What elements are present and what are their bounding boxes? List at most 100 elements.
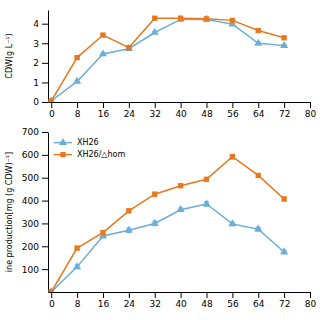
tick-label: 64 (253, 109, 265, 119)
error-bar (230, 154, 235, 159)
tick-label: 8 (75, 109, 81, 119)
tick: 40 (175, 102, 187, 119)
tick-mark (310, 102, 311, 108)
point (177, 205, 185, 212)
point (152, 16, 157, 21)
tick-label: 48 (201, 299, 213, 309)
point (73, 77, 81, 84)
tick: 8 (75, 292, 81, 309)
tick-mark (42, 132, 48, 133)
tick: 56 (227, 292, 239, 309)
tick-mark (42, 201, 48, 202)
point (256, 173, 261, 178)
tick: 0 (33, 97, 48, 107)
point (230, 154, 235, 159)
point (126, 45, 131, 50)
legend-label: XH26 (77, 138, 99, 147)
tick-mark (42, 43, 48, 44)
point (74, 245, 79, 250)
tick-label: 56 (227, 299, 239, 309)
tick-label: 16 (98, 299, 110, 309)
tick: 1 (33, 78, 48, 88)
line (51, 18, 284, 101)
tick-label: 0 (49, 109, 55, 119)
tick: 0 (49, 102, 55, 119)
tick-mark (51, 292, 52, 298)
point (228, 219, 236, 226)
tick: 8 (75, 102, 81, 119)
tick: 2 (33, 58, 48, 68)
tick-mark (206, 102, 207, 108)
y-axis-line (48, 133, 49, 293)
panel: 0816243240485664728010020030040050060070… (5, 127, 316, 309)
tick-mark (258, 292, 259, 298)
tick: 32 (150, 102, 161, 119)
tick-mark (42, 24, 48, 25)
tick-mark (103, 102, 104, 108)
tick-mark (181, 102, 182, 108)
tick: 56 (227, 102, 239, 119)
tick: 16 (98, 102, 110, 119)
tick: 400 (22, 196, 48, 206)
tick: 4 (33, 19, 48, 29)
tick-label: 56 (227, 109, 239, 119)
chart: 0816243240485664728001234CDW(g L⁻¹)08162… (0, 0, 320, 320)
point (281, 35, 286, 40)
tick: 3 (33, 39, 48, 49)
tick: 100 (22, 265, 48, 275)
legend: XH26 XH26/△hom (54, 138, 125, 159)
tick: 80 (305, 102, 317, 119)
tick: 700 (22, 127, 48, 137)
tick-mark (42, 155, 48, 156)
y-axis: 0 1 2 3 4 (33, 11, 48, 108)
tick-label: 2 (33, 58, 39, 68)
tick-label: 500 (22, 173, 39, 183)
plot-area (48, 154, 288, 292)
y-axis: 100200300400500600700 (22, 127, 49, 292)
tick-mark (103, 292, 104, 298)
tick: 40 (175, 292, 187, 309)
tick: 48 (201, 102, 213, 119)
tick-mark (232, 102, 233, 108)
tick-mark (42, 82, 48, 83)
point (99, 49, 107, 56)
x-axis: 08162432404856647280 (49, 292, 317, 309)
error-bar (178, 184, 183, 188)
tick-label: 72 (279, 299, 290, 309)
series (48, 199, 288, 292)
tick-label: 72 (279, 109, 290, 119)
legend-symbol (60, 152, 65, 157)
tick-mark (129, 292, 130, 298)
point (230, 18, 235, 23)
x-axis-line (49, 102, 311, 103)
point (151, 219, 159, 226)
point (254, 39, 262, 46)
tick-label: 0 (49, 299, 55, 309)
tick-label: 100 (22, 265, 39, 275)
point (100, 230, 105, 235)
tick: 16 (98, 292, 110, 309)
legend-item: XH26 (54, 138, 99, 147)
tick: 600 (22, 150, 48, 160)
tick-mark (181, 292, 182, 298)
error-bar (282, 197, 287, 201)
tick-label: 4 (33, 19, 39, 29)
tick-label: 32 (150, 109, 161, 119)
point (49, 98, 54, 102)
tick-mark (42, 178, 48, 179)
tick: 200 (22, 242, 48, 252)
tick-label: 64 (253, 299, 265, 309)
point (73, 262, 81, 269)
tick-mark (42, 269, 48, 270)
point (280, 41, 288, 48)
series (48, 15, 288, 102)
point (202, 199, 210, 206)
point (280, 247, 288, 254)
error-bar (152, 192, 157, 196)
legend-label: XH26/△hom (77, 150, 125, 159)
error-bar (75, 246, 80, 250)
tick: 24 (124, 102, 136, 119)
tick-label: 80 (305, 299, 317, 309)
tick-mark (51, 102, 52, 108)
tick-label: 200 (22, 242, 39, 252)
